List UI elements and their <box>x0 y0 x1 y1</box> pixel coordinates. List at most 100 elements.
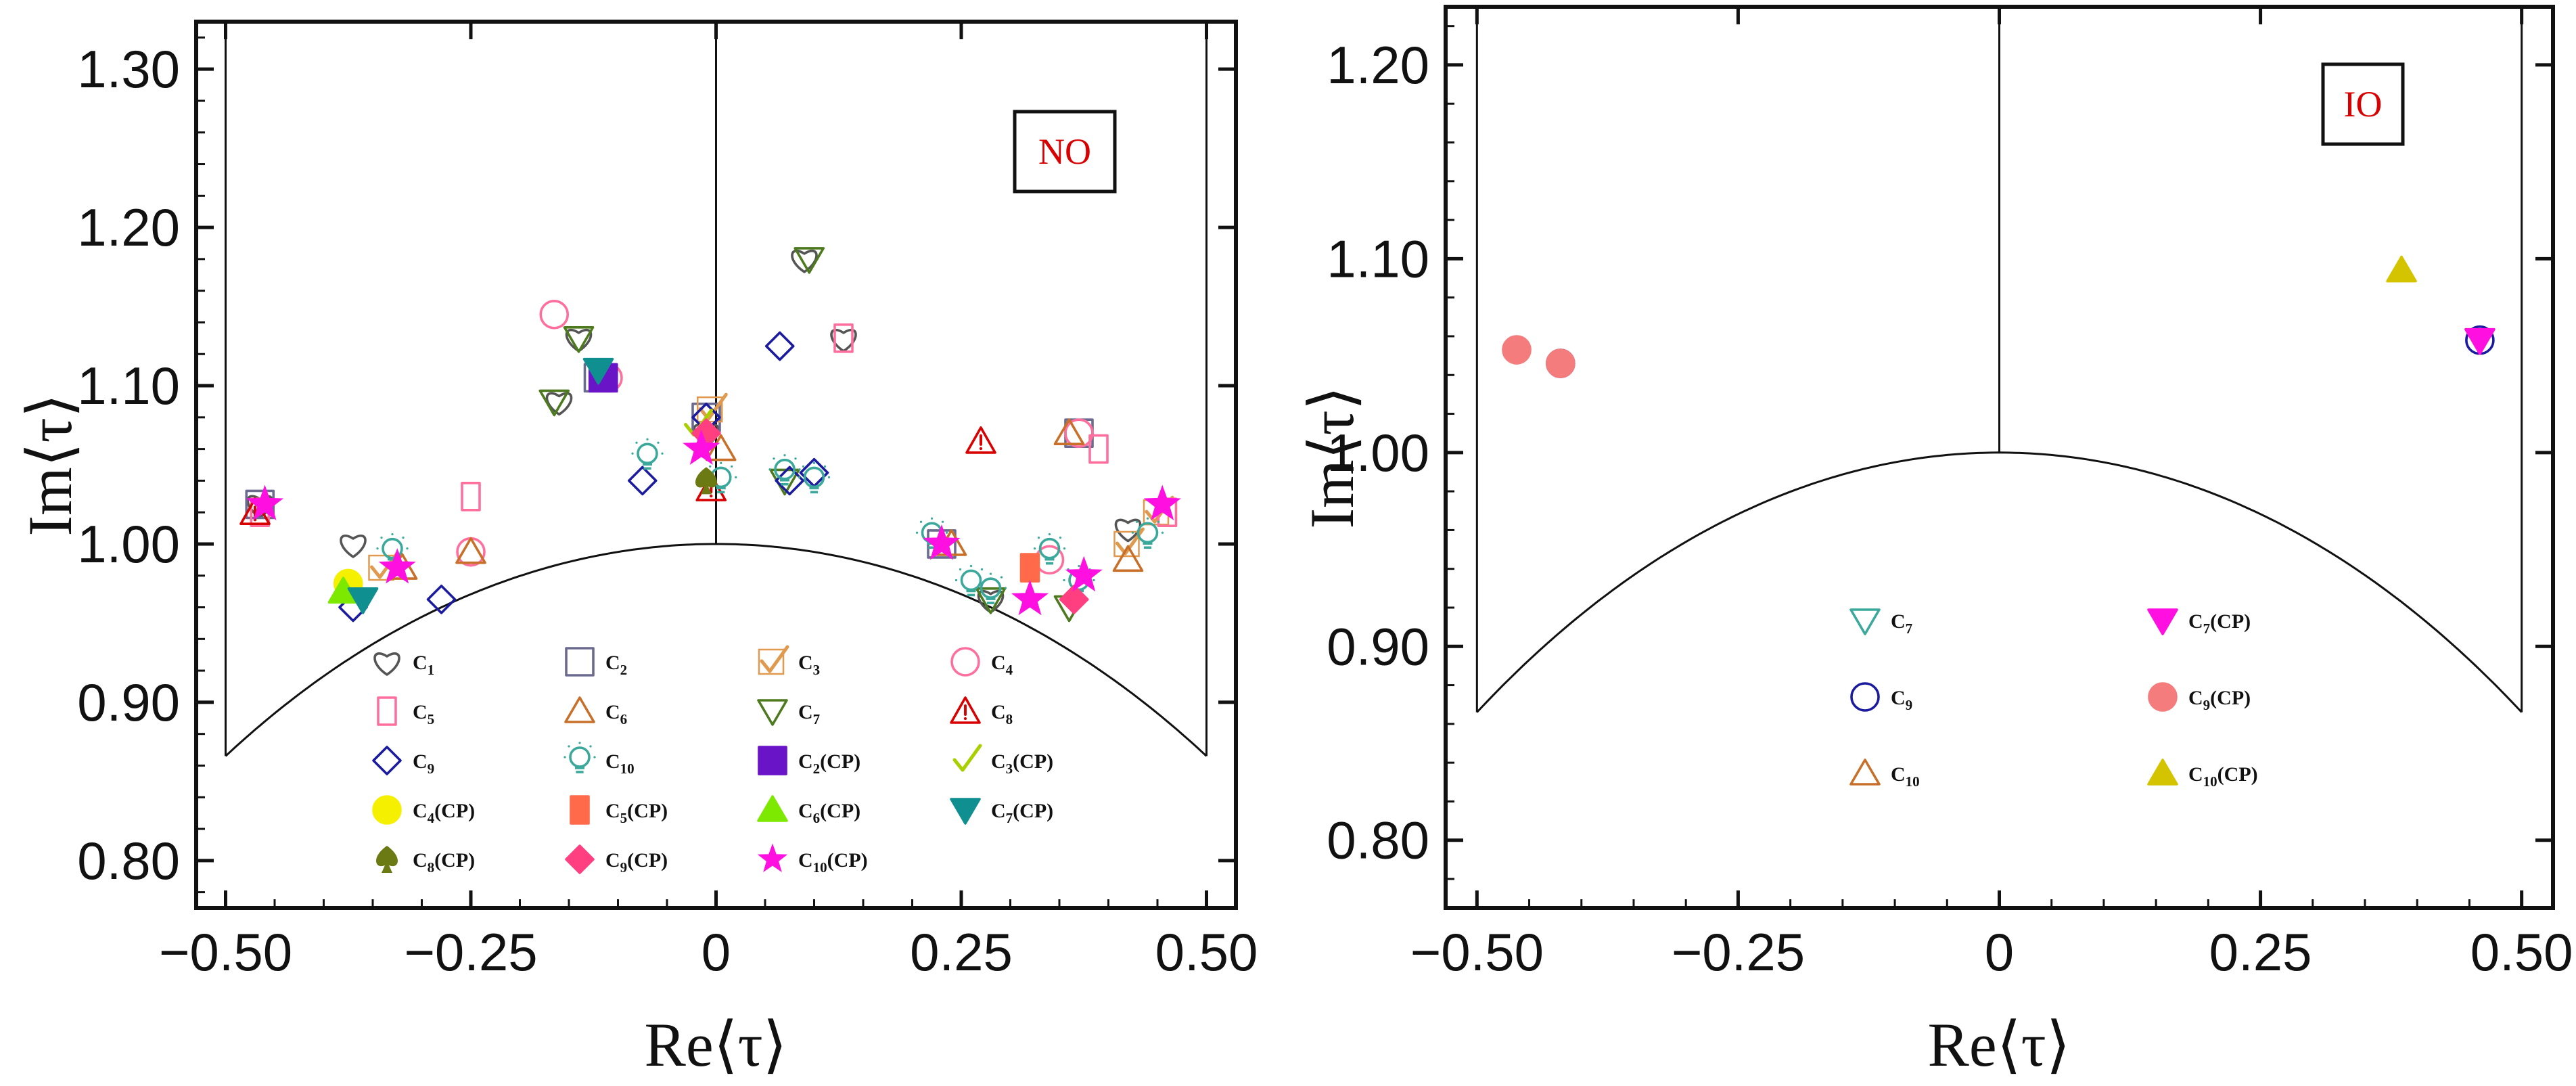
legend-marker-c9-cp <box>2148 682 2178 712</box>
point-c8 <box>965 426 996 454</box>
point-c10-cp <box>1065 556 1103 592</box>
legend-marker-c10 <box>564 742 596 773</box>
legend-item-c8-cp: C8(CP) <box>376 846 475 876</box>
legend-marker-c2-cp <box>758 746 787 775</box>
legend-label: C9 <box>413 750 434 777</box>
axis-ticks: −0.50 −0.25 0 0.25 0.50 0.80 0.90 1.00 1.10 1.20 1… <box>77 22 1258 982</box>
legend-label: C4 <box>991 652 1013 678</box>
legend-label: C10 <box>1891 763 1920 790</box>
legend-label: C9(CP) <box>2188 687 2251 713</box>
point-c5 <box>833 323 854 353</box>
point-c7 <box>794 247 825 274</box>
legend-item-c10-cp: C10(CP) <box>757 843 868 876</box>
legend-label: C10 <box>605 750 635 777</box>
legend-marker-c9-cp <box>565 844 595 874</box>
chart-no: −0.50 −0.25 0 0.25 0.50 0.80 0.90 1.00 1.10 1.20 1… <box>16 20 1258 1079</box>
legend-item-c7: C7 <box>757 699 820 727</box>
point-c10-cp <box>2386 255 2417 283</box>
data-points <box>239 247 1181 623</box>
y-tick-label: 1.20 <box>77 198 180 257</box>
point-c9 <box>627 466 658 496</box>
x-tick-label: −0.25 <box>1672 922 1805 982</box>
data-points <box>1502 255 2496 378</box>
legend-marker-c10 <box>1849 759 1881 786</box>
legend-item-c9-cp: C9(CP) <box>2148 682 2251 713</box>
legend-item-c1: C1 <box>373 652 434 678</box>
legend-label: C2 <box>605 652 627 678</box>
legend-item-c8: C8 <box>950 696 1013 727</box>
legend-marker-c7-cp <box>2147 608 2178 635</box>
legend-item-c7: C7 <box>1849 608 1912 637</box>
legend-label: C9(CP) <box>605 849 668 876</box>
legend-item-c6: C6 <box>564 696 627 727</box>
legend-item-c4-cp: C4(CP) <box>372 795 475 826</box>
point-c7 <box>563 326 595 353</box>
point-c7-cp <box>2464 327 2496 355</box>
y-axis-label: Im⟨τ⟩ <box>1297 386 1366 529</box>
x-tick-label: 0.25 <box>2209 922 2312 982</box>
ordering-badge: NO <box>1038 131 1091 172</box>
point-c10 <box>768 454 801 486</box>
ordering-badge: IO <box>2344 84 2383 125</box>
legend-item-c3: C3 <box>758 645 820 678</box>
point-c10 <box>974 572 1007 604</box>
y-tick-label: 1.10 <box>77 356 180 415</box>
legend-label: C7 <box>798 701 820 727</box>
point-c10 <box>631 438 664 470</box>
legend-item-c5: C5 <box>377 696 434 727</box>
legend-label: C4(CP) <box>413 800 475 826</box>
legend-marker-c8-cp <box>376 846 398 873</box>
legend: C7 C7(CP) C9 C9(CP) C10 C10(CP) <box>1849 608 2258 790</box>
legend-label: C10(CP) <box>2188 763 2258 790</box>
point-c10 <box>1033 533 1066 565</box>
point-c9 <box>775 466 805 496</box>
y-tick-label: 1.00 <box>1327 423 1429 482</box>
point-c10-cp <box>246 484 284 520</box>
point-c7-cp <box>347 587 379 614</box>
y-tick-label: 1.00 <box>77 514 180 574</box>
x-tick-label: 0 <box>702 922 731 982</box>
axis-ticks: −0.50 −0.25 0 0.25 0.50 0.80 0.90 1.00 1.10 1.20 <box>1327 7 2573 982</box>
point-c1 <box>340 534 367 558</box>
legend-item-c9-cp: C9(CP) <box>565 844 668 876</box>
legend-label: C3 <box>798 652 820 678</box>
point-c4 <box>539 299 570 330</box>
x-tick-label: −0.50 <box>1410 922 1544 982</box>
legend-marker-c1 <box>373 652 400 676</box>
legend-item-c10-cp: C10(CP) <box>2147 759 2258 790</box>
point-c5 <box>461 481 481 512</box>
y-tick-label: 1.30 <box>77 39 180 99</box>
legend-item-c2-cp: C2(CP) <box>758 746 860 777</box>
legend-item-c9: C9 <box>1850 682 1912 713</box>
point-c7 <box>975 587 1007 614</box>
legend-label: C7(CP) <box>991 800 1053 826</box>
legend-label: C9 <box>1891 687 1912 713</box>
point-c10-cp <box>923 524 961 560</box>
point-c5 <box>1088 434 1109 464</box>
legend-item-c4: C4 <box>950 647 1013 678</box>
legend-item-c3-cp: C3(CP) <box>952 744 1053 777</box>
legend-marker-c3 <box>758 645 789 675</box>
x-tick-label: −0.50 <box>159 922 292 982</box>
point-c9-cp <box>1546 348 1576 378</box>
point-c1 <box>565 328 593 353</box>
x-tick-label: 0.50 <box>2470 922 2573 982</box>
point-c9-cp <box>1059 585 1089 614</box>
y-tick-label: 0.80 <box>1327 811 1429 870</box>
legend-label: C3(CP) <box>991 750 1053 777</box>
y-tick-label: 1.10 <box>1327 229 1429 288</box>
chart-io: −0.50 −0.25 0 0.25 0.500.800.901.001.101.20 … <box>1297 5 2573 1079</box>
point-c6 <box>1112 545 1144 572</box>
point-c9 <box>764 331 795 361</box>
fundamental-domain-boundary <box>1475 7 2523 713</box>
legend-item-c6-cp: C6(CP) <box>757 795 860 826</box>
legend-marker-c7 <box>757 699 788 726</box>
legend-marker-c9 <box>372 746 402 775</box>
legend-label: C1 <box>413 652 434 678</box>
point-c10 <box>1131 517 1164 549</box>
point-c10-cp <box>1143 484 1181 520</box>
legend-marker-c6-cp <box>757 795 788 822</box>
legend-label: C10(CP) <box>798 849 868 876</box>
legend-marker-c5 <box>377 696 397 726</box>
point-c10 <box>954 564 988 597</box>
